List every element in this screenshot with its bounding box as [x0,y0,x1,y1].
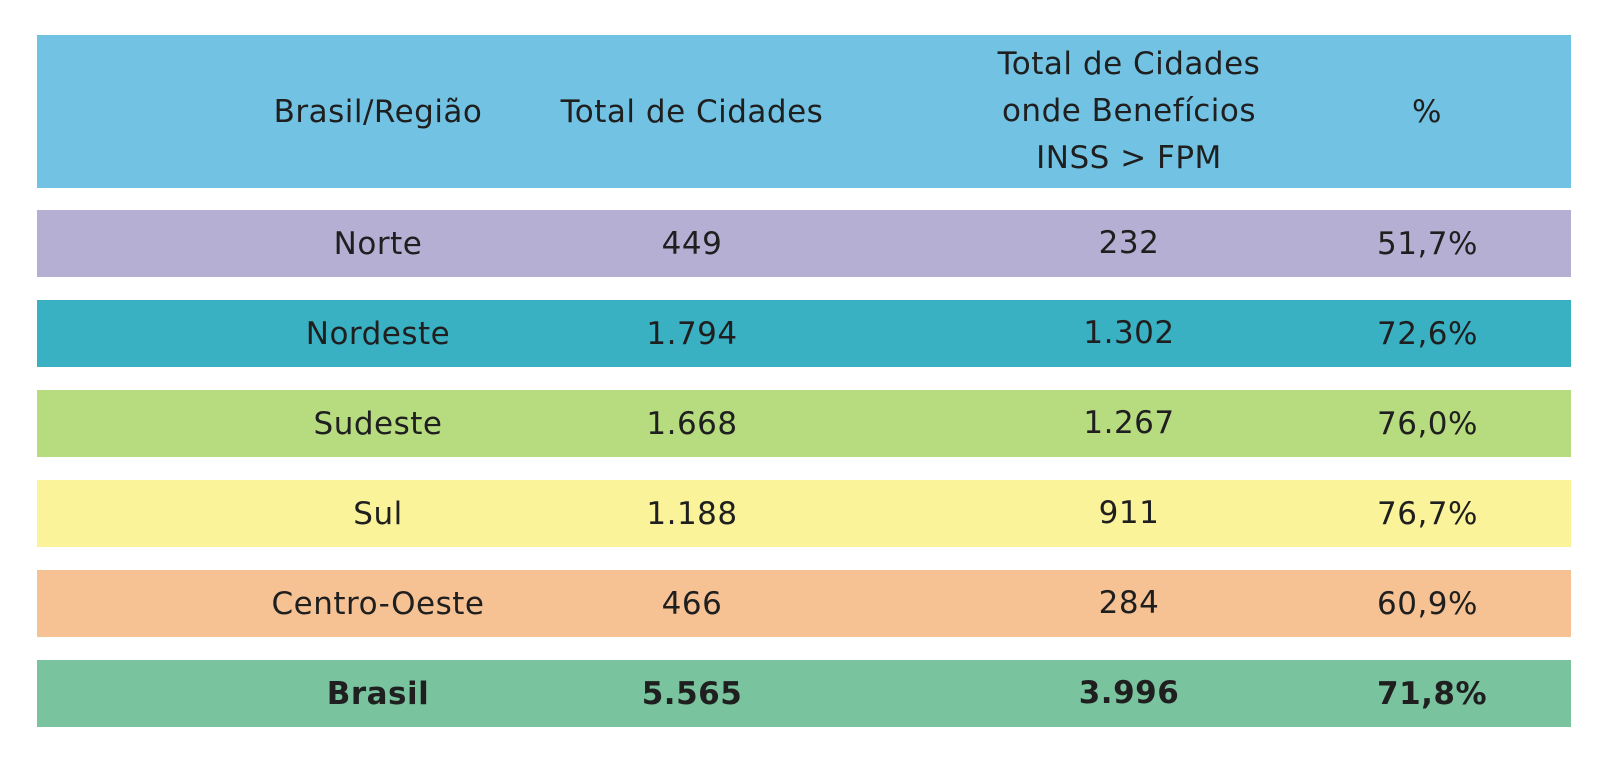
total-cities-cell: 466 [661,585,723,622]
region-cell: Norte [333,225,423,262]
header-region: Brasil/Região [273,93,483,130]
total-cities-cell: 5.565 [641,675,743,712]
region-cell: Sudeste [313,405,443,442]
table-row-sul: Sul 1.188 911 76,7% [37,480,1571,547]
table-row-norte: Norte 449 232 51,7% [37,210,1571,277]
header-total-cities: Total de Cidades [560,93,824,130]
region-cell: Brasil [326,675,430,712]
region-cell: Centro-Oeste [271,585,485,622]
percent-cell: 76,7% [1377,495,1478,532]
total-cities-cell: 1.668 [646,405,738,442]
cities-benefits-cell: 1.267 [1083,405,1175,441]
table-row-centro-oeste: Centro-Oeste 466 284 60,9% [37,570,1571,637]
percent-cell: 72,6% [1377,315,1478,352]
cities-benefits-cell: 1.302 [1083,315,1175,351]
cities-benefits-cell: 284 [1098,585,1160,621]
region-cell: Nordeste [305,315,451,352]
table-row-nordeste: Nordeste 1.794 1.302 72,6% [37,300,1571,367]
percent-cell: 51,7% [1377,225,1478,262]
percent-cell: 76,0% [1377,405,1478,442]
region-cell: Sul [353,495,403,532]
cities-benefits-cell: 3.996 [1078,675,1180,711]
total-cities-cell: 449 [661,225,723,262]
percent-cell: 60,9% [1377,585,1478,622]
percent-cell: 71,8% [1377,675,1488,712]
table-row-brasil-total: Brasil 5.565 3.996 71,8% [37,660,1571,727]
cities-benefits-cell: 911 [1098,495,1160,531]
cities-benefits-cell: 232 [1098,225,1160,261]
header-cities-benefits: Total de Cidades onde Benefícios INSS > … [997,46,1261,176]
total-cities-cell: 1.794 [646,315,738,352]
total-cities-cell: 1.188 [646,495,738,532]
table-header: Brasil/Região Total de Cidades Total de … [37,35,1571,188]
table-row-sudeste: Sudeste 1.668 1.267 76,0% [37,390,1571,457]
header-percent: % [1412,93,1442,130]
